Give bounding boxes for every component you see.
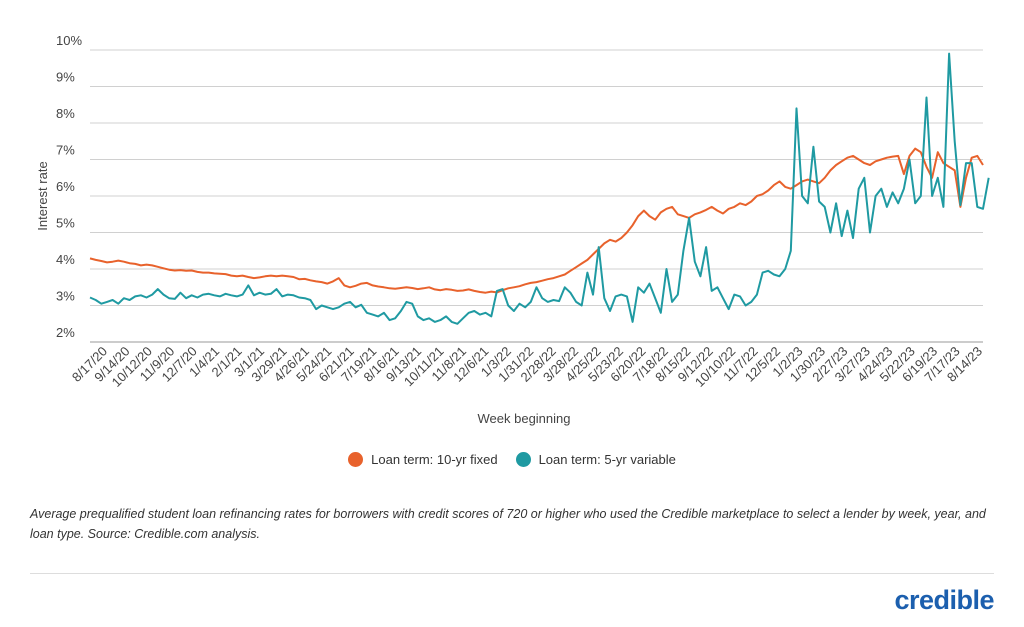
legend-swatch-fixed xyxy=(348,452,364,467)
y-axis-title: Interest rate xyxy=(35,161,50,230)
divider xyxy=(30,573,994,574)
credible-logo[interactable]: credible xyxy=(894,585,994,615)
chart-caption: Average prequalified student loan refina… xyxy=(30,507,986,541)
gridlines xyxy=(90,49,983,343)
legend: Loan term: 10-yr fixed Loan term: 5-yr v… xyxy=(0,452,1024,467)
legend-item-variable[interactable]: Loan term: 5-yr variable xyxy=(515,452,676,467)
y-tick-labels: 2% 3% 4% 5% 6% 7% 8% 9% 10% xyxy=(56,33,82,340)
y-tick-label: 3% xyxy=(56,289,75,304)
line-chart: 2% 3% 4% 5% 6% 7% 8% 9% 10% 8/17/209/14/2010/12/… xyxy=(35,33,990,426)
legend-swatch-variable xyxy=(515,452,531,467)
y-tick-label: 6% xyxy=(56,179,75,194)
y-tick-label: 2% xyxy=(56,325,75,340)
series-line-5yr-variable xyxy=(89,52,990,325)
legend-label-fixed: Loan term: 10-yr fixed xyxy=(371,452,498,467)
series-line-10yr-fixed xyxy=(89,147,984,294)
x-axis-title: Week beginning xyxy=(478,411,571,426)
y-tick-label: 9% xyxy=(56,70,75,85)
legend-label-variable: Loan term: 5-yr variable xyxy=(538,452,676,467)
y-tick-label: 7% xyxy=(56,143,75,158)
y-tick-label: 10% xyxy=(56,33,82,48)
y-tick-label: 5% xyxy=(56,216,75,231)
series-lines xyxy=(89,52,990,325)
y-tick-label: 8% xyxy=(56,106,75,121)
x-tick-labels: 8/17/209/14/2010/12/2011/9/2012/7/201/4/… xyxy=(69,344,985,390)
legend-item-fixed[interactable]: Loan term: 10-yr fixed xyxy=(348,452,498,467)
y-tick-label: 4% xyxy=(56,252,75,267)
